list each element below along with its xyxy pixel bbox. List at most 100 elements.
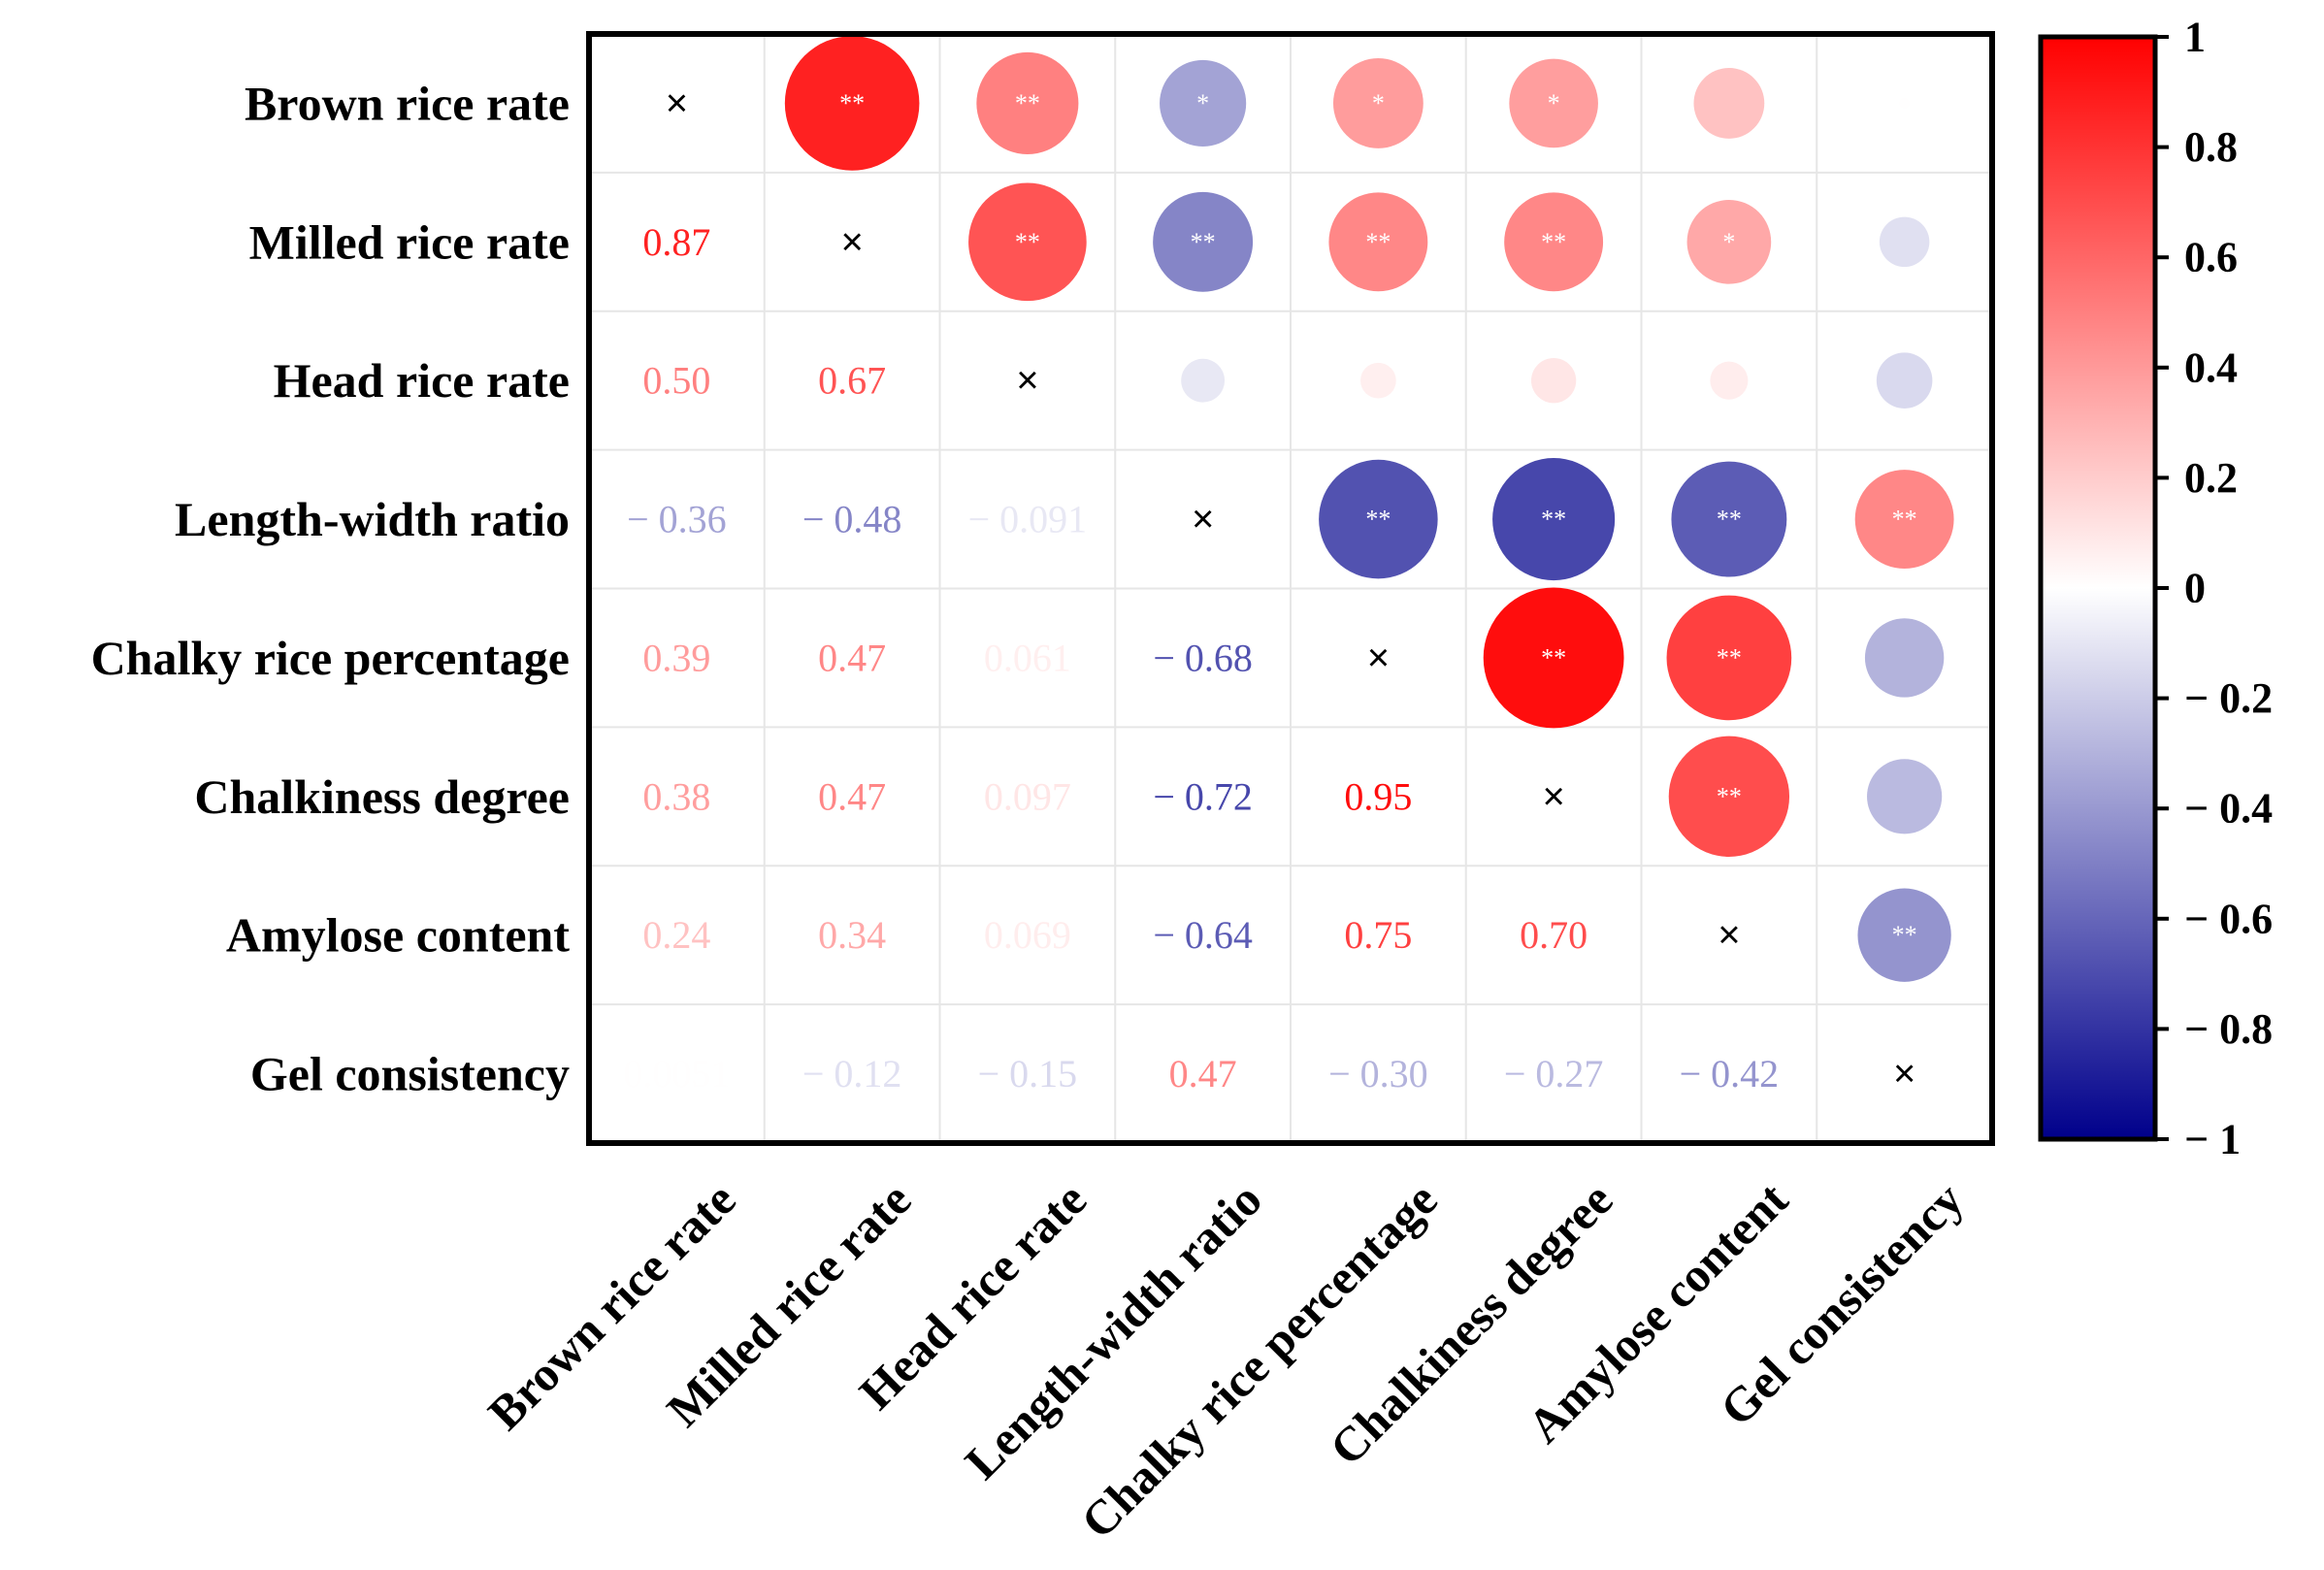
- significance-mark: **: [1892, 921, 1917, 949]
- correlation-value: 0.097: [984, 774, 1071, 818]
- correlation-circle: [1693, 68, 1765, 139]
- correlation-value: 0.061: [984, 636, 1071, 679]
- correlation-value: − 0.72: [1153, 774, 1253, 818]
- correlation-value: 0.70: [1520, 913, 1588, 957]
- correlation-value: 0.38: [642, 774, 710, 818]
- correlation-circle: [1504, 192, 1604, 292]
- diagonal-mark: ×: [1542, 775, 1564, 818]
- significance-mark: *: [1548, 89, 1560, 117]
- colorbar-tick-label: 0.2: [2184, 454, 2238, 502]
- colorbar: 1 0.8 0.6 0.4 0.2 0 − 0.2 − 0.4 − 0.6 − 0.8 − 1: [2038, 14, 2273, 1163]
- row-label: Chalky rice percentage: [91, 631, 570, 685]
- correlation-circle: [1666, 595, 1792, 721]
- correlation-value: − 0.091: [968, 498, 1088, 541]
- correlation-circle: [1530, 358, 1577, 404]
- significance-mark: *: [1722, 228, 1735, 256]
- colorbar-tick-label: − 0.8: [2184, 1005, 2273, 1053]
- correlation-circle: [1328, 192, 1428, 292]
- correlation-circle: [976, 51, 1079, 154]
- correlation-circle: [1671, 461, 1787, 577]
- significance-mark: **: [1365, 228, 1391, 256]
- colorbar-tick-label: 0: [2184, 565, 2206, 612]
- significance-mark: **: [1541, 643, 1566, 671]
- diagonal-mark: ×: [1718, 914, 1740, 957]
- significance-mark: **: [1717, 506, 1742, 534]
- correlation-value: 0.95: [1344, 774, 1412, 818]
- correlation-value: 0.39: [642, 636, 710, 679]
- correlation-circle: [1509, 58, 1598, 148]
- colorbar-tick-label: − 0.4: [2184, 785, 2273, 833]
- diagonal-mark: ×: [840, 220, 863, 263]
- colorbar-tick-label: 0.4: [2184, 343, 2238, 391]
- significance-mark: **: [839, 89, 865, 117]
- correlation-circle: [1854, 470, 1954, 569]
- correlation-circle: [1867, 759, 1943, 834]
- row-label: Length-width ratio: [175, 492, 570, 546]
- colorbar-tick-label: 0.6: [2184, 234, 2238, 281]
- correlation-circle: [1160, 59, 1247, 147]
- correlation-value: 0.24: [642, 913, 710, 957]
- row-labels: Brown rice rate Milled rice rate Head rice…: [91, 76, 571, 1100]
- correlation-value: 0.75: [1344, 913, 1412, 957]
- correlation-value: 0.47: [1169, 1052, 1237, 1096]
- correlation-circle: [1876, 352, 1933, 409]
- correlation-circle: [1864, 618, 1945, 698]
- row-label: Brown rice rate: [245, 76, 570, 130]
- diagonal-mark: ×: [1192, 498, 1214, 540]
- colorbar-gradient: [2038, 34, 2158, 1142]
- correlation-circle: [1492, 458, 1616, 581]
- column-label: Chalky rice percentage: [1070, 1172, 1447, 1550]
- row-label: Milled rice rate: [249, 214, 570, 269]
- diagonal-mark: ×: [1893, 1053, 1915, 1096]
- significance-mark: **: [1015, 228, 1040, 256]
- correlation-value: − 0.30: [1328, 1052, 1428, 1096]
- correlation-circle: [1483, 587, 1624, 729]
- column-label: Length-width ratio: [954, 1172, 1271, 1489]
- correlation-value: 0.87: [642, 220, 710, 264]
- diagonal-mark: ×: [1367, 637, 1390, 679]
- correlation-value: − 0.68: [1153, 636, 1253, 679]
- correlation-value: 0.0051: [623, 1052, 730, 1096]
- plot-frame: [586, 31, 1995, 1146]
- row-label: Chalkiness degree: [194, 769, 570, 824]
- colorbar-tick-label: 0.8: [2184, 123, 2238, 171]
- correlation-circle: [1686, 199, 1772, 284]
- correlation-circle: [1879, 216, 1930, 268]
- correlation-circle: [1899, 98, 1910, 109]
- row-label: Amylose content: [226, 908, 570, 963]
- significance-mark: **: [1365, 506, 1391, 534]
- grid-lines: [589, 34, 1992, 1143]
- correlation-value: − 0.12: [802, 1052, 902, 1096]
- correlation-circle: [968, 182, 1087, 302]
- correlation-circle: [1360, 362, 1396, 399]
- diagonal-mark: ×: [1016, 359, 1038, 402]
- significance-mark: **: [1541, 506, 1566, 534]
- significance-mark: **: [1191, 228, 1216, 256]
- row-label: Gel consistency: [250, 1047, 570, 1101]
- correlation-circle: [1857, 888, 1951, 982]
- significance-mark: *: [1372, 89, 1385, 117]
- correlation-value: − 0.15: [978, 1052, 1078, 1096]
- significance-mark: **: [1892, 506, 1917, 534]
- correlation-value: − 0.64: [1153, 913, 1253, 957]
- significance-mark: **: [1717, 643, 1742, 671]
- correlation-value: 0.069: [984, 913, 1071, 957]
- diagonal-mark: ×: [666, 82, 688, 124]
- colorbar-tick-label: − 1: [2184, 1116, 2241, 1163]
- correlation-circle: [1153, 191, 1254, 292]
- correlation-value: 0.34: [818, 913, 886, 957]
- correlation-circle: [1668, 736, 1790, 857]
- significance-mark: **: [1015, 89, 1040, 117]
- cells: × ** ** * * *0.87 × ** ** ** ** *0.50 0.67 ×− 0.36− 0…: [623, 36, 1954, 1096]
- correlation-value: − 0.48: [802, 498, 902, 541]
- significance-mark: **: [1541, 228, 1566, 256]
- correlation-value: − 0.42: [1680, 1052, 1780, 1096]
- correlation-value: 0.67: [818, 359, 886, 403]
- correlation-circle: [1710, 361, 1749, 400]
- correlation-circle: [1319, 459, 1438, 579]
- correlation-value: − 0.36: [627, 498, 727, 541]
- correlation-value: 0.50: [642, 359, 710, 403]
- significance-mark: *: [1196, 89, 1209, 117]
